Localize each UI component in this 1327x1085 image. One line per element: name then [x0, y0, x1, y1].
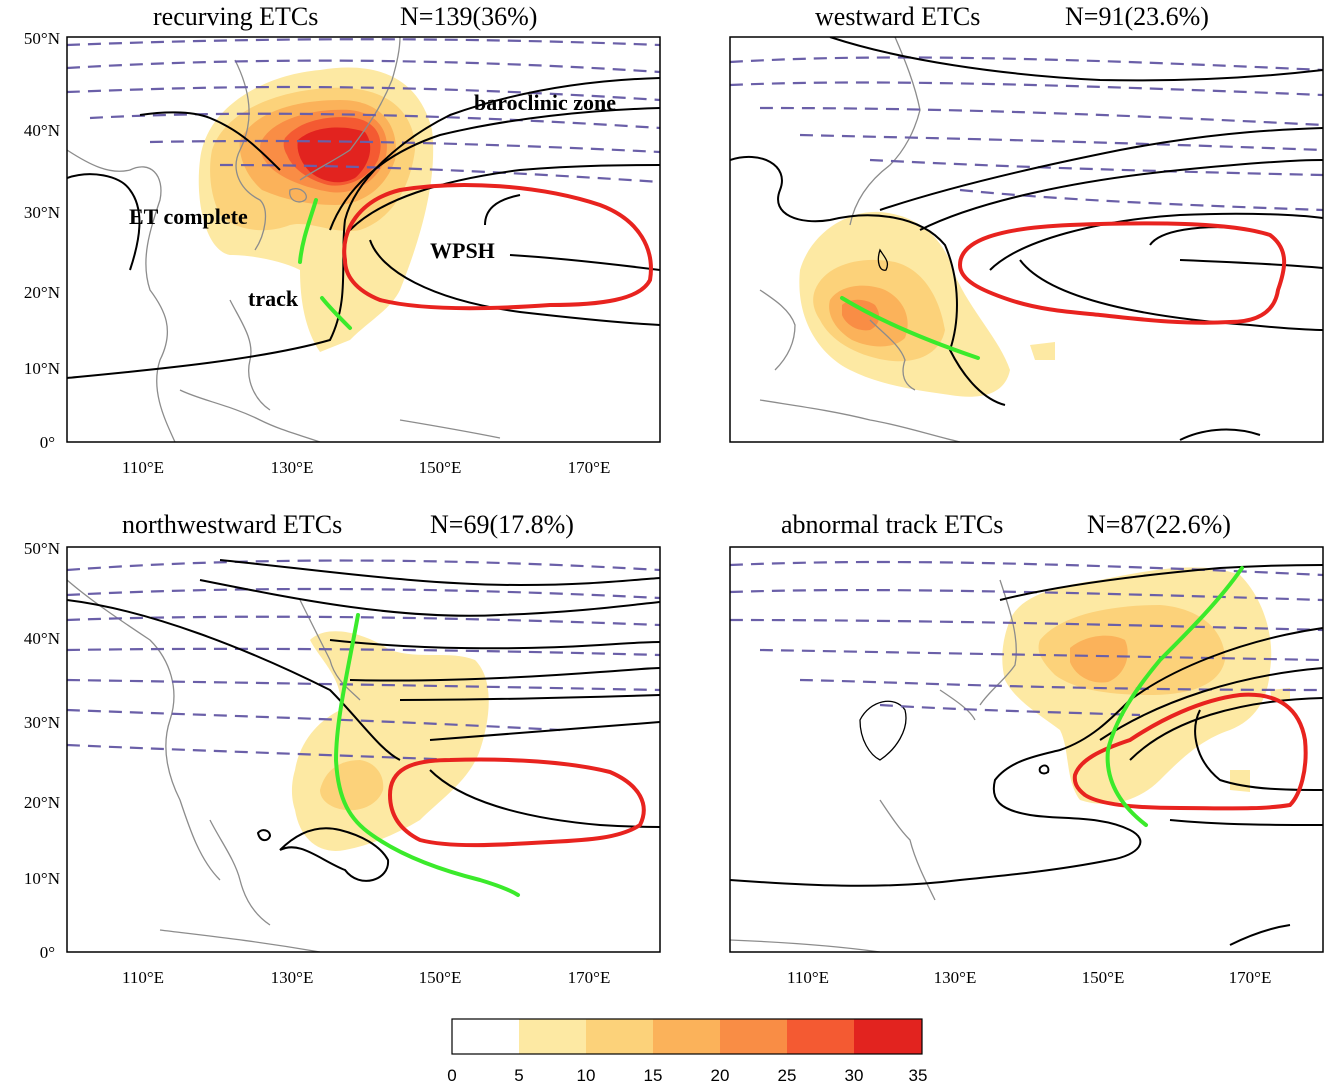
coastline: [759, 37, 961, 442]
geopotential-contours: [67, 559, 660, 882]
lon-axis: 110°E 130°E 150°E 170°E: [787, 968, 1271, 987]
track-line: [840, 296, 980, 360]
lat-label: 10°N: [24, 359, 60, 378]
lat-label: 40°N: [24, 629, 60, 648]
density-shading: [1002, 567, 1290, 804]
panel-recurving: recurving ETCs N=139(36%): [24, 2, 661, 477]
annotation-track: track: [248, 286, 299, 311]
panel-title: abnormal track ETCs: [781, 510, 1003, 539]
lat-label: 0°: [40, 943, 55, 962]
panel-title: northwestward ETCs: [122, 510, 342, 539]
panel-westward: westward ETCs N=91(23.6%): [729, 2, 1324, 443]
map-area: [730, 560, 1323, 952]
westerly-wind-contours: [67, 559, 660, 762]
lon-label: 110°E: [122, 968, 164, 987]
density-shading: [799, 211, 1055, 397]
colorbar-label: 0: [447, 1066, 456, 1085]
colorbar-swatch: [720, 1019, 787, 1054]
colorbar-label: 5: [514, 1066, 523, 1085]
westerly-wind-contours: [67, 38, 660, 184]
map-area: [730, 37, 1323, 442]
panel-title: westward ETCs: [815, 2, 980, 31]
colorbar-labels: 0 5 10 15 20 25 30 35: [447, 1066, 927, 1085]
map-area: [67, 37, 660, 442]
lon-label: 130°E: [934, 968, 977, 987]
lat-label: 50°N: [24, 539, 60, 558]
colorbar-label: 30: [845, 1066, 864, 1085]
lon-label: 150°E: [1082, 968, 1125, 987]
lon-label: 170°E: [568, 968, 611, 987]
lon-axis: 110°E 130°E 150°E 170°E: [122, 968, 610, 987]
map-area: [67, 559, 660, 952]
colorbar-label: 35: [909, 1066, 928, 1085]
lon-label: 150°E: [419, 458, 462, 477]
lat-label: 50°N: [24, 29, 60, 48]
map-frame: [66, 36, 661, 443]
colorbar-label: 25: [778, 1066, 797, 1085]
colorbar-swatch: [787, 1019, 854, 1054]
panel-northwestward: northwestward ETCs N=69(17.8%): [24, 510, 661, 987]
colorbar-label: 10: [577, 1066, 596, 1085]
annotation-baroclinic-zone: baroclinic zone: [474, 90, 616, 115]
lon-label: 110°E: [122, 458, 164, 477]
track-line: [298, 198, 352, 330]
lon-label: 170°E: [568, 458, 611, 477]
geopotential-contours: [730, 37, 1323, 441]
annotation-wpsh: WPSH: [430, 238, 495, 263]
wpsh-contour: [342, 183, 653, 311]
annotation-et-complete: ET complete: [129, 204, 248, 229]
lon-label: 110°E: [787, 968, 829, 987]
density-shading: [198, 67, 434, 352]
lon-label: 170°E: [1229, 968, 1272, 987]
lon-axis: 110°E 130°E 150°E 170°E: [122, 458, 610, 477]
wpsh-contour: [957, 221, 1287, 325]
lat-label: 30°N: [24, 713, 60, 732]
panel-abnormal-track: abnormal track ETCs N=87(22.6%): [729, 510, 1324, 987]
panel-count: N=69(17.8%): [430, 510, 574, 539]
map-frame: [729, 546, 1324, 953]
map-frame: [729, 36, 1324, 443]
map-frame: [66, 546, 661, 953]
colorbar-swatch: [854, 1019, 922, 1054]
lat-label: 0°: [40, 433, 55, 452]
lat-label: 30°N: [24, 203, 60, 222]
colorbar-swatch: [586, 1019, 653, 1054]
colorbar-swatch: [519, 1019, 586, 1054]
colorbar: 0 5 10 15 20 25 30 35: [447, 1018, 927, 1085]
panel-count: N=87(22.6%): [1087, 510, 1231, 539]
lon-label: 130°E: [271, 458, 314, 477]
colorbar-swatch: [452, 1019, 519, 1054]
panel-count: N=91(23.6%): [1065, 2, 1209, 31]
colorbar-frame: [451, 1018, 923, 1055]
lat-axis: 50°N 40°N 30°N 20°N 10°N 0°: [24, 29, 60, 452]
track-line: [333, 613, 520, 897]
colorbar-label: 20: [711, 1066, 730, 1085]
colorbar-swatch: [653, 1019, 720, 1054]
lat-label: 20°N: [24, 283, 60, 302]
lat-label: 10°N: [24, 869, 60, 888]
coastline: [730, 579, 1017, 952]
track-line: [1105, 566, 1244, 827]
coastline: [67, 37, 501, 442]
geopotential-contours: [67, 77, 660, 379]
panel-title: recurving ETCs: [153, 2, 318, 31]
westerly-wind-contours: [730, 56, 1323, 212]
westerly-wind-contours: [730, 560, 1323, 717]
lat-label: 20°N: [24, 793, 60, 812]
lat-label: 40°N: [24, 121, 60, 140]
lon-label: 130°E: [271, 968, 314, 987]
panel-count: N=139(36%): [400, 2, 537, 31]
lat-axis: 50°N 40°N 30°N 20°N 10°N 0°: [24, 539, 60, 962]
wpsh-contour: [1072, 692, 1308, 811]
colorbar-label: 15: [644, 1066, 663, 1085]
density-shading: [291, 631, 489, 851]
lon-label: 150°E: [419, 968, 462, 987]
wpsh-contour: [387, 757, 646, 848]
geopotential-contours: [730, 564, 1323, 946]
